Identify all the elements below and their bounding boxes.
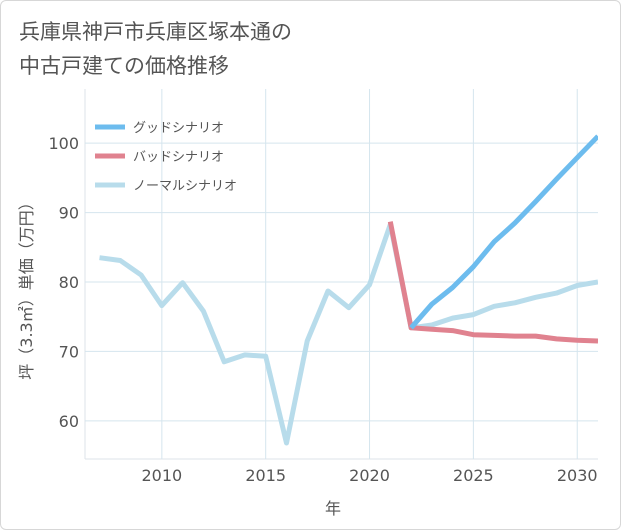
x-axis-ticks: 2010 2015 2020 2025 2030	[141, 466, 597, 485]
series-line-good	[409, 134, 598, 330]
x-tick-label: 2020	[349, 466, 390, 485]
chart-title: 兵庫県神戸市兵庫区塚本通の 中古戸建ての価格推移	[19, 15, 292, 83]
grid	[84, 89, 598, 460]
legend-item-bad-label: バッドシナリオ	[133, 150, 224, 165]
legend-item-good-label: グッドシナリオ	[133, 121, 224, 136]
x-tick-label: 2025	[453, 466, 494, 485]
chart-title-line-1: 兵庫県神戸市兵庫区塚本通の	[19, 20, 292, 44]
y-tick-label: 70	[59, 342, 79, 361]
y-tick-label: 60	[59, 412, 79, 431]
x-tick-label: 2030	[557, 466, 598, 485]
x-axis-label: 年	[325, 499, 341, 518]
series-lines	[99, 134, 598, 446]
x-tick-label: 2010	[141, 466, 182, 485]
y-tick-label: 80	[59, 273, 79, 292]
y-axis-label: 坪（3.3㎡）単価（万円）	[17, 194, 36, 379]
series-line-normal	[99, 221, 598, 446]
y-tick-label: 90	[59, 204, 79, 223]
series-line-bad	[387, 221, 598, 344]
legend-item-normal-label: ノーマルシナリオ	[133, 179, 237, 194]
x-tick-label: 2015	[245, 466, 286, 485]
chart-title-line-2: 中古戸建ての価格推移	[19, 54, 229, 78]
y-tick-label: 100	[48, 134, 79, 153]
y-axis-ticks: 60 70 80 90 100	[48, 134, 79, 431]
